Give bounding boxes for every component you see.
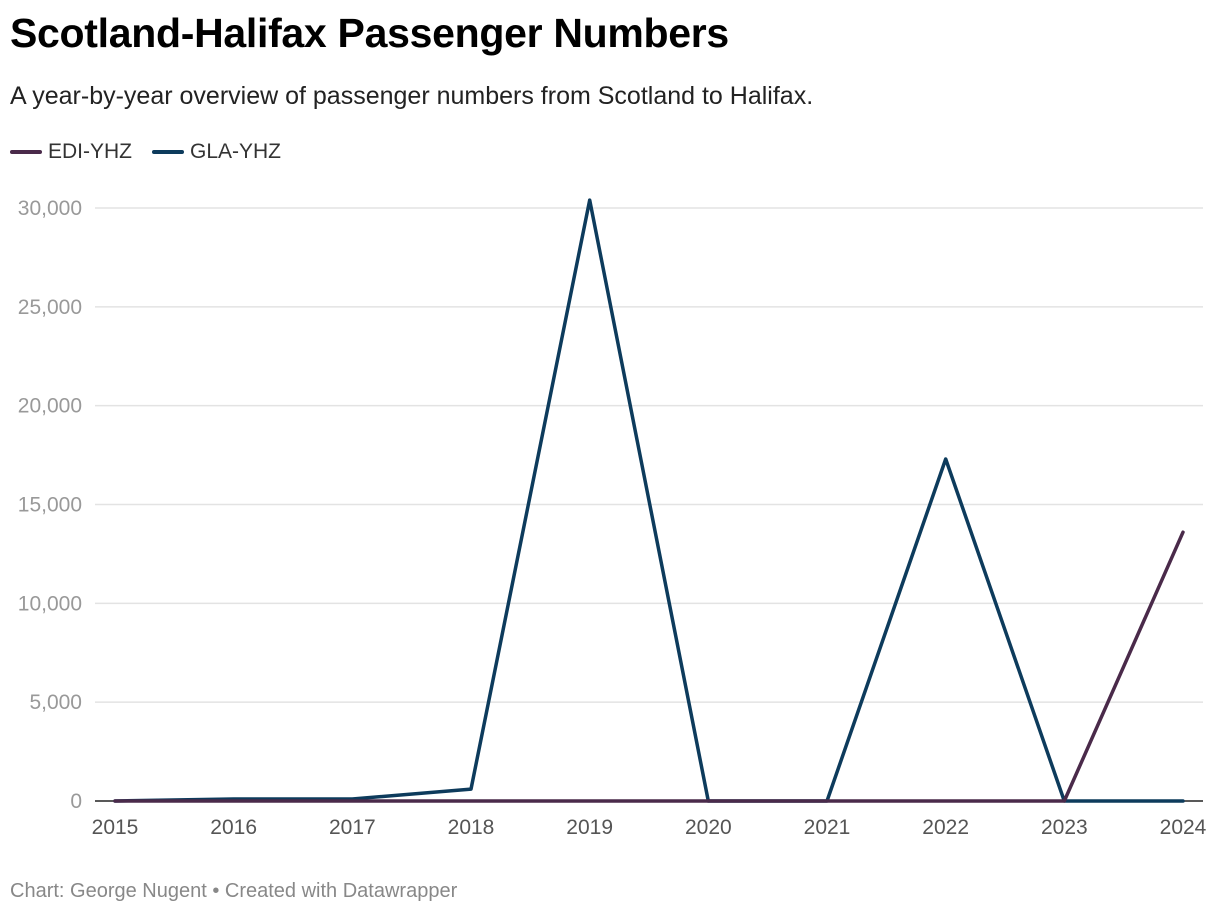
y-tick-label-15000: 15,000 [18,494,82,517]
gridlines [95,207,1203,703]
x-tick-label-2020: 2020 [685,816,732,839]
y-tick-label-5000: 5,000 [29,691,82,714]
series-lines [113,198,1185,803]
y-tick-label-20000: 20,000 [18,395,82,418]
x-tick-label-2019: 2019 [566,816,613,839]
x-tick-label-2017: 2017 [329,816,376,839]
series-line-edi-yhz [113,530,1185,803]
x-tick-label-2023: 2023 [1041,816,1088,839]
y-tick-label-30000: 30,000 [18,197,82,220]
legend-item-edi-yhz: EDI-YHZ [10,140,132,164]
legend: EDI-YHZ GLA-YHZ [10,140,281,164]
x-tick-label-2015: 2015 [92,816,139,839]
y-tick-label-10000: 10,000 [18,592,82,615]
legend-label-edi-yhz: EDI-YHZ [48,140,132,163]
chart-title: Scotland-Halifax Passenger Numbers [10,10,729,56]
x-tick-label-2018: 2018 [448,816,495,839]
x-axis-tick-labels: 2015 2016 2017 2018 2019 2020 2021 2022 2023 2024 [92,816,1207,839]
y-axis-tick-labels: 0 5,000 10,000 15,000 20,000 25,000 30,000 [18,197,82,813]
chart-credit: Chart: George Nugent • Created with Data… [10,880,458,902]
legend-item-gla-yhz: GLA-YHZ [152,140,281,164]
legend-label-gla-yhz: GLA-YHZ [190,140,282,163]
x-tick-label-2022: 2022 [922,816,969,839]
chart-subtitle: A year-by-year overview of passenger num… [10,82,814,110]
x-tick-label-2016: 2016 [210,816,257,839]
legend-swatch-gla-yhz [152,150,184,154]
x-tick-label-2024: 2024 [1160,816,1207,839]
x-tick-label-2021: 2021 [804,816,851,839]
legend-swatch-edi-yhz [10,150,42,154]
y-tick-label-25000: 25,000 [18,296,82,319]
y-tick-label-0: 0 [70,790,82,813]
series-line-gla-yhz [113,198,1185,803]
